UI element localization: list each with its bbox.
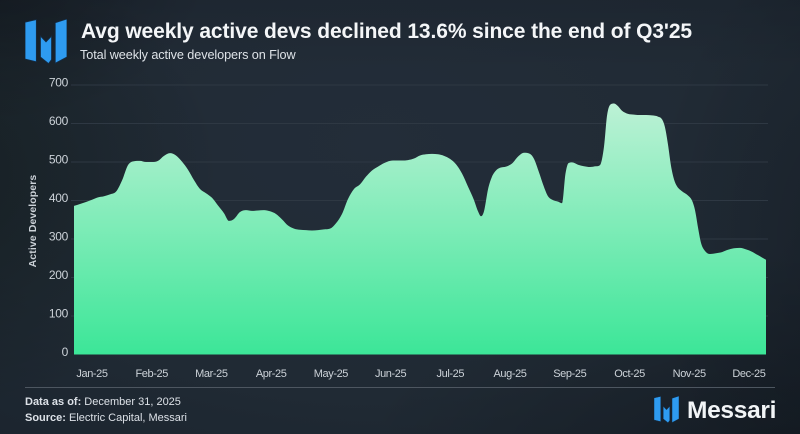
svg-text:Jul-25: Jul-25	[437, 368, 465, 380]
svg-text:0: 0	[62, 345, 69, 359]
svg-text:600: 600	[49, 114, 69, 128]
svg-text:Jun-25: Jun-25	[375, 368, 407, 380]
svg-text:700: 700	[49, 75, 69, 89]
svg-text:500: 500	[49, 152, 69, 166]
svg-text:300: 300	[49, 229, 69, 243]
svg-text:Jan-25: Jan-25	[76, 368, 108, 380]
svg-text:Apr-25: Apr-25	[256, 368, 287, 380]
svg-text:Nov-25: Nov-25	[673, 368, 706, 380]
svg-text:Dec-25: Dec-25	[732, 368, 765, 380]
svg-text:Mar-25: Mar-25	[195, 368, 228, 380]
svg-text:400: 400	[49, 191, 69, 205]
svg-text:Aug-25: Aug-25	[493, 368, 526, 380]
svg-text:Active Developers: Active Developers	[27, 175, 39, 268]
svg-text:Feb-25: Feb-25	[135, 368, 168, 380]
svg-text:May-25: May-25	[314, 368, 349, 380]
svg-text:200: 200	[49, 268, 69, 282]
svg-text:Sep-25: Sep-25	[553, 368, 586, 380]
svg-text:Oct-25: Oct-25	[614, 368, 645, 380]
svg-text:100: 100	[49, 306, 69, 320]
